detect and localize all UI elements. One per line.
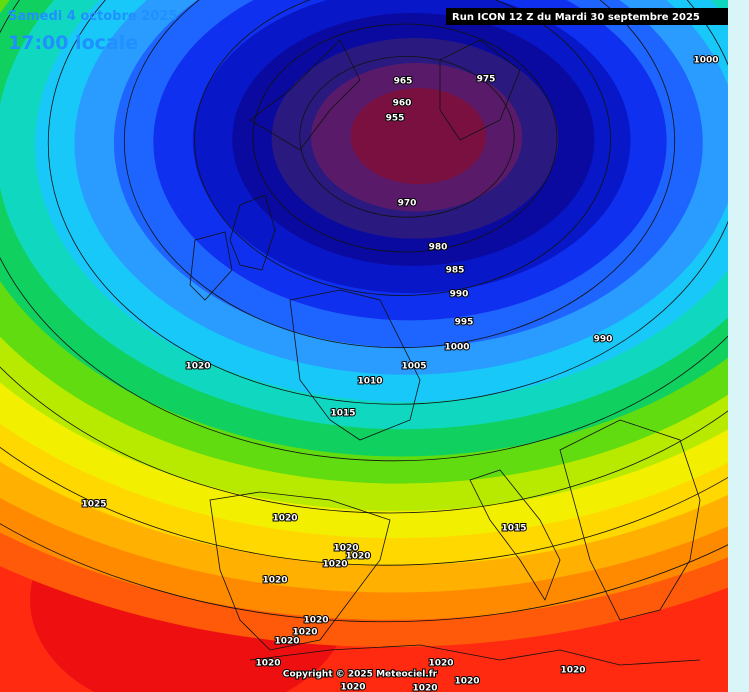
isobar-label: 965 [394, 77, 413, 87]
isobar-label: 1020 [274, 637, 299, 647]
isobar-label: 1020 [560, 666, 585, 676]
isobar-label: 1020 [340, 683, 365, 692]
isobar-label: 1000 [693, 56, 718, 66]
run-info: Run ICON 12 Z du Mardi 30 septembre 2025 [452, 12, 700, 23]
isobar-label: 1020 [428, 659, 453, 669]
isobar-label: 1020 [255, 659, 280, 669]
isobar-label: 1020 [345, 552, 370, 562]
isobar-label: 1015 [501, 524, 526, 534]
isobar-label: 955 [386, 114, 405, 124]
isobar-label: 1020 [303, 616, 328, 626]
isobar-label: 1015 [330, 409, 355, 419]
pressure-fields [0, 0, 749, 647]
isobar [194, 0, 611, 296]
isobar-label: 1025 [81, 500, 106, 510]
isobar-label: 1020 [412, 684, 437, 692]
isobar-labels: 965 975 1000 960 955 970 980 985 990 995 1000 990 10… [80, 55, 719, 692]
isobar-label: 970 [398, 199, 417, 209]
isobar [123, 0, 676, 349]
isobar [252, 23, 558, 253]
valid-date: Samedi 4 octobre 2025 [8, 9, 177, 24]
isobar-label: 1020 [454, 677, 479, 687]
isobar-label: 980 [429, 243, 448, 253]
isobar-label: 1020 [262, 576, 287, 586]
pressure-band [350, 88, 487, 185]
isobar [299, 56, 515, 218]
isobar-label: 1010 [357, 377, 382, 387]
isobar-label: 1020 [322, 560, 347, 570]
right-strip [728, 0, 749, 692]
isobar-label: 1020 [333, 544, 358, 554]
isobar-label: 975 [477, 75, 496, 85]
isobar-label: 1000 [444, 343, 469, 353]
isobar-label: 995 [455, 318, 474, 328]
coastlines [189, 39, 701, 666]
isobar [0, 446, 749, 566]
isobar [0, 523, 749, 623]
copyright: Copyright © 2025 Meteociel.fr [283, 670, 438, 680]
isobar-label: 985 [446, 266, 465, 276]
isobar-label: 990 [450, 290, 469, 300]
isobars [0, 0, 749, 623]
isobar-label: 990 [594, 335, 613, 345]
run-banner [446, 8, 728, 25]
local-time: 17:00 locale [8, 32, 138, 54]
isobar-label: 1005 [401, 362, 426, 372]
isobar-label: 960 [393, 99, 412, 109]
isobar [0, 0, 749, 462]
isobar [0, 366, 749, 514]
isobar-label: 1020 [292, 628, 317, 638]
isobar-label: 1020 [272, 514, 297, 524]
isobar-label: 1020 [185, 362, 210, 372]
